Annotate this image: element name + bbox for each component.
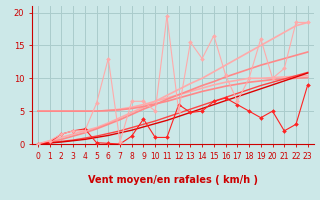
X-axis label: Vent moyen/en rafales ( km/h ): Vent moyen/en rafales ( km/h ) <box>88 175 258 185</box>
